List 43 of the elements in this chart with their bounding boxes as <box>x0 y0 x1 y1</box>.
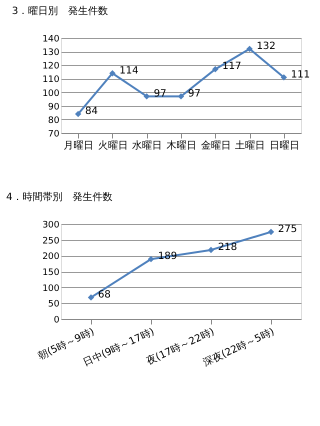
x-tick-label: 水曜日 <box>132 140 162 152</box>
x-tick-label: 月曜日 <box>64 140 94 152</box>
y-tick-label: 70 <box>48 130 60 140</box>
chart-title: 4．時間帯別 発生件数 <box>6 191 113 203</box>
data-label: 84 <box>85 106 98 117</box>
point <box>246 46 253 52</box>
x-tick-label: 土曜日 <box>235 140 266 152</box>
y-tick-label: 90 <box>48 102 60 112</box>
y-tick-label: 120 <box>42 62 60 72</box>
y-tick-label: 300 <box>42 220 60 230</box>
x-tick-label: 日曜日 <box>269 140 300 152</box>
y-tick-label: 150 <box>42 268 60 278</box>
point <box>212 66 218 72</box>
y-tick-label: 50 <box>48 300 60 310</box>
y-tick-label: 100 <box>42 284 60 294</box>
point <box>74 110 82 118</box>
y-tick-label: 140 <box>42 34 60 44</box>
point <box>178 93 184 100</box>
y-tick-label: 250 <box>42 236 60 246</box>
point <box>109 70 116 76</box>
y-tick-label: 200 <box>42 252 60 262</box>
data-label: 117 <box>222 61 242 72</box>
x-tick-label: 木曜日 <box>166 140 196 152</box>
chart-title: 3．曜日別 発生件数 <box>12 5 108 17</box>
y-tick-label: 100 <box>42 88 60 99</box>
data-label: 132 <box>256 40 276 52</box>
x-tick-label: 火曜日 <box>98 140 128 152</box>
data-label: 97 <box>188 88 201 100</box>
data-label: 68 <box>98 289 111 300</box>
y-tick-label: 130 <box>42 48 60 58</box>
data-label: 114 <box>119 65 139 76</box>
point <box>208 246 214 254</box>
data-label: 111 <box>290 69 310 80</box>
point <box>280 74 288 81</box>
x-tick-label: 金曜日 <box>200 140 231 152</box>
point <box>148 256 154 262</box>
point <box>144 93 150 100</box>
y-tick-label: 110 <box>42 75 60 86</box>
y-tick-label: 0 <box>54 316 60 326</box>
point <box>268 228 274 236</box>
data-label: 275 <box>278 224 298 235</box>
y-tick-label: 80 <box>48 116 60 126</box>
point <box>88 294 94 301</box>
